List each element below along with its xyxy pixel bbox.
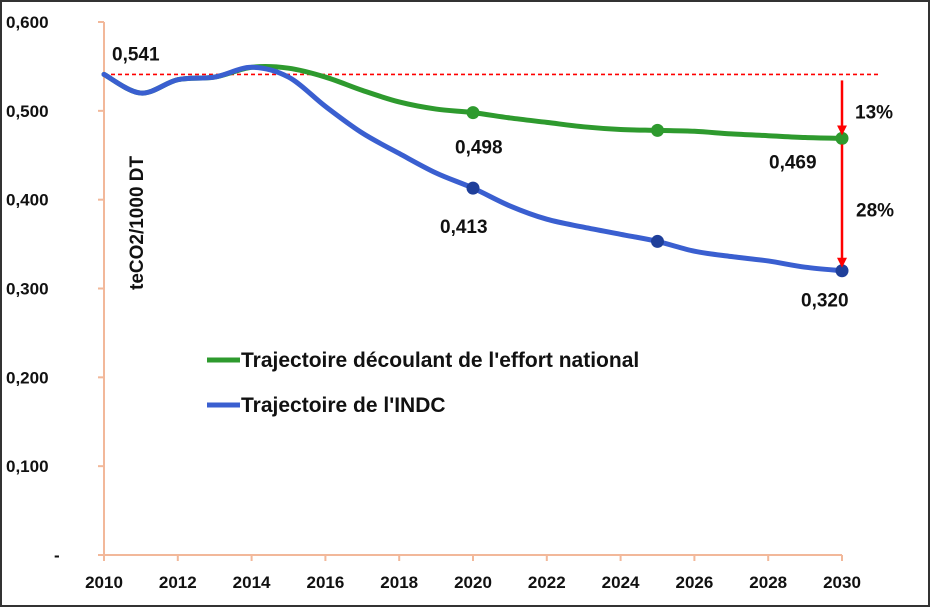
series-marker xyxy=(466,106,480,120)
y-tick-label: 0,500 xyxy=(6,102,49,121)
reduction-percent-indc: 28% xyxy=(856,201,894,222)
x-tick-label: 2020 xyxy=(454,573,492,592)
series-marker xyxy=(466,181,480,195)
data-label-national-2030: 0,469 xyxy=(769,152,817,173)
x-tick-label: 2018 xyxy=(380,573,418,592)
legend-label-indc: Trajectoire de l'INDC xyxy=(241,394,446,417)
y-axis-title: teCO2/1000 DT xyxy=(127,155,148,290)
reduction-arrows: 13% 28% xyxy=(837,80,894,268)
axes xyxy=(103,22,842,556)
reduction-percent-national: 13% xyxy=(855,102,893,123)
x-tick-label: 2024 xyxy=(602,573,640,592)
y-tick-label: 0,300 xyxy=(6,280,49,299)
y-tick-label: - xyxy=(54,546,60,565)
y-tick-label: 0,600 xyxy=(6,13,49,32)
data-label-indc-2030: 0,320 xyxy=(801,291,849,312)
data-label-indc-2020: 0,413 xyxy=(440,217,488,238)
legend-label-national: Trajectoire découlant de l'effort nation… xyxy=(241,349,639,372)
x-tick-label: 2014 xyxy=(233,573,271,592)
y-tick-label: 0,400 xyxy=(6,191,49,210)
y-tick-labels: - 0,100 0,200 0,300 0,400 0,500 0,600 xyxy=(6,13,104,565)
legend: Trajectoire découlant de l'effort nation… xyxy=(207,349,639,417)
data-labels: 0,498 0,469 0,413 0,320 xyxy=(440,138,849,312)
series-marker xyxy=(835,131,849,145)
data-label-national-2020: 0,498 xyxy=(455,138,503,159)
series-markers xyxy=(466,106,849,278)
series-marker xyxy=(651,234,664,248)
x-tick-label: 2022 xyxy=(528,573,566,592)
x-tick-labels: 2010 2012 2014 2016 2018 2020 2022 2024 2026 2028… xyxy=(85,555,861,592)
x-tick-label: 2016 xyxy=(306,573,344,592)
series-marker xyxy=(651,123,664,137)
y-tick-label: 0,200 xyxy=(6,368,49,387)
series-marker xyxy=(835,264,849,278)
x-tick-label: 2028 xyxy=(749,573,787,592)
x-tick-label: 2026 xyxy=(675,573,713,592)
x-tick-label: 2030 xyxy=(823,573,861,592)
x-tick-label: 2012 xyxy=(159,573,197,592)
x-tick-label: 2010 xyxy=(85,573,123,592)
reference-value-label: 0,541 xyxy=(112,44,160,65)
series-line-indc xyxy=(101,64,845,274)
y-tick-label: 0,100 xyxy=(6,457,49,476)
